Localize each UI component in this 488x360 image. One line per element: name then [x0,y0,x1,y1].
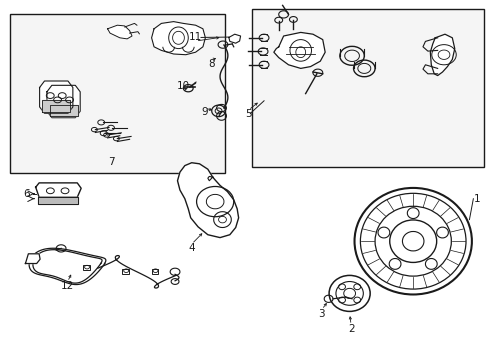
Text: 4: 4 [188,243,195,253]
Polygon shape [49,105,78,116]
Polygon shape [177,163,238,238]
Polygon shape [38,197,78,204]
Polygon shape [429,34,454,76]
Text: 9: 9 [201,107,207,117]
Polygon shape [228,34,240,43]
Text: 3: 3 [318,309,325,319]
Bar [251,9,483,167]
Text: 8: 8 [207,59,214,69]
Polygon shape [36,183,81,197]
Text: 1: 1 [473,194,480,204]
Text: 10: 10 [177,81,189,91]
Text: 5: 5 [244,109,251,120]
Polygon shape [151,22,205,55]
Bar [83,265,90,270]
Text: 12: 12 [61,281,74,291]
Polygon shape [107,25,132,39]
Text: 11: 11 [188,32,202,42]
Text: 7: 7 [108,157,115,167]
Polygon shape [25,254,40,264]
Bar [10,14,224,173]
Polygon shape [40,81,73,113]
Text: 6: 6 [23,189,30,199]
Text: 2: 2 [347,324,354,334]
Bar [122,269,129,274]
Polygon shape [42,100,70,112]
Bar [151,269,158,274]
Polygon shape [273,32,325,68]
Polygon shape [47,85,80,118]
